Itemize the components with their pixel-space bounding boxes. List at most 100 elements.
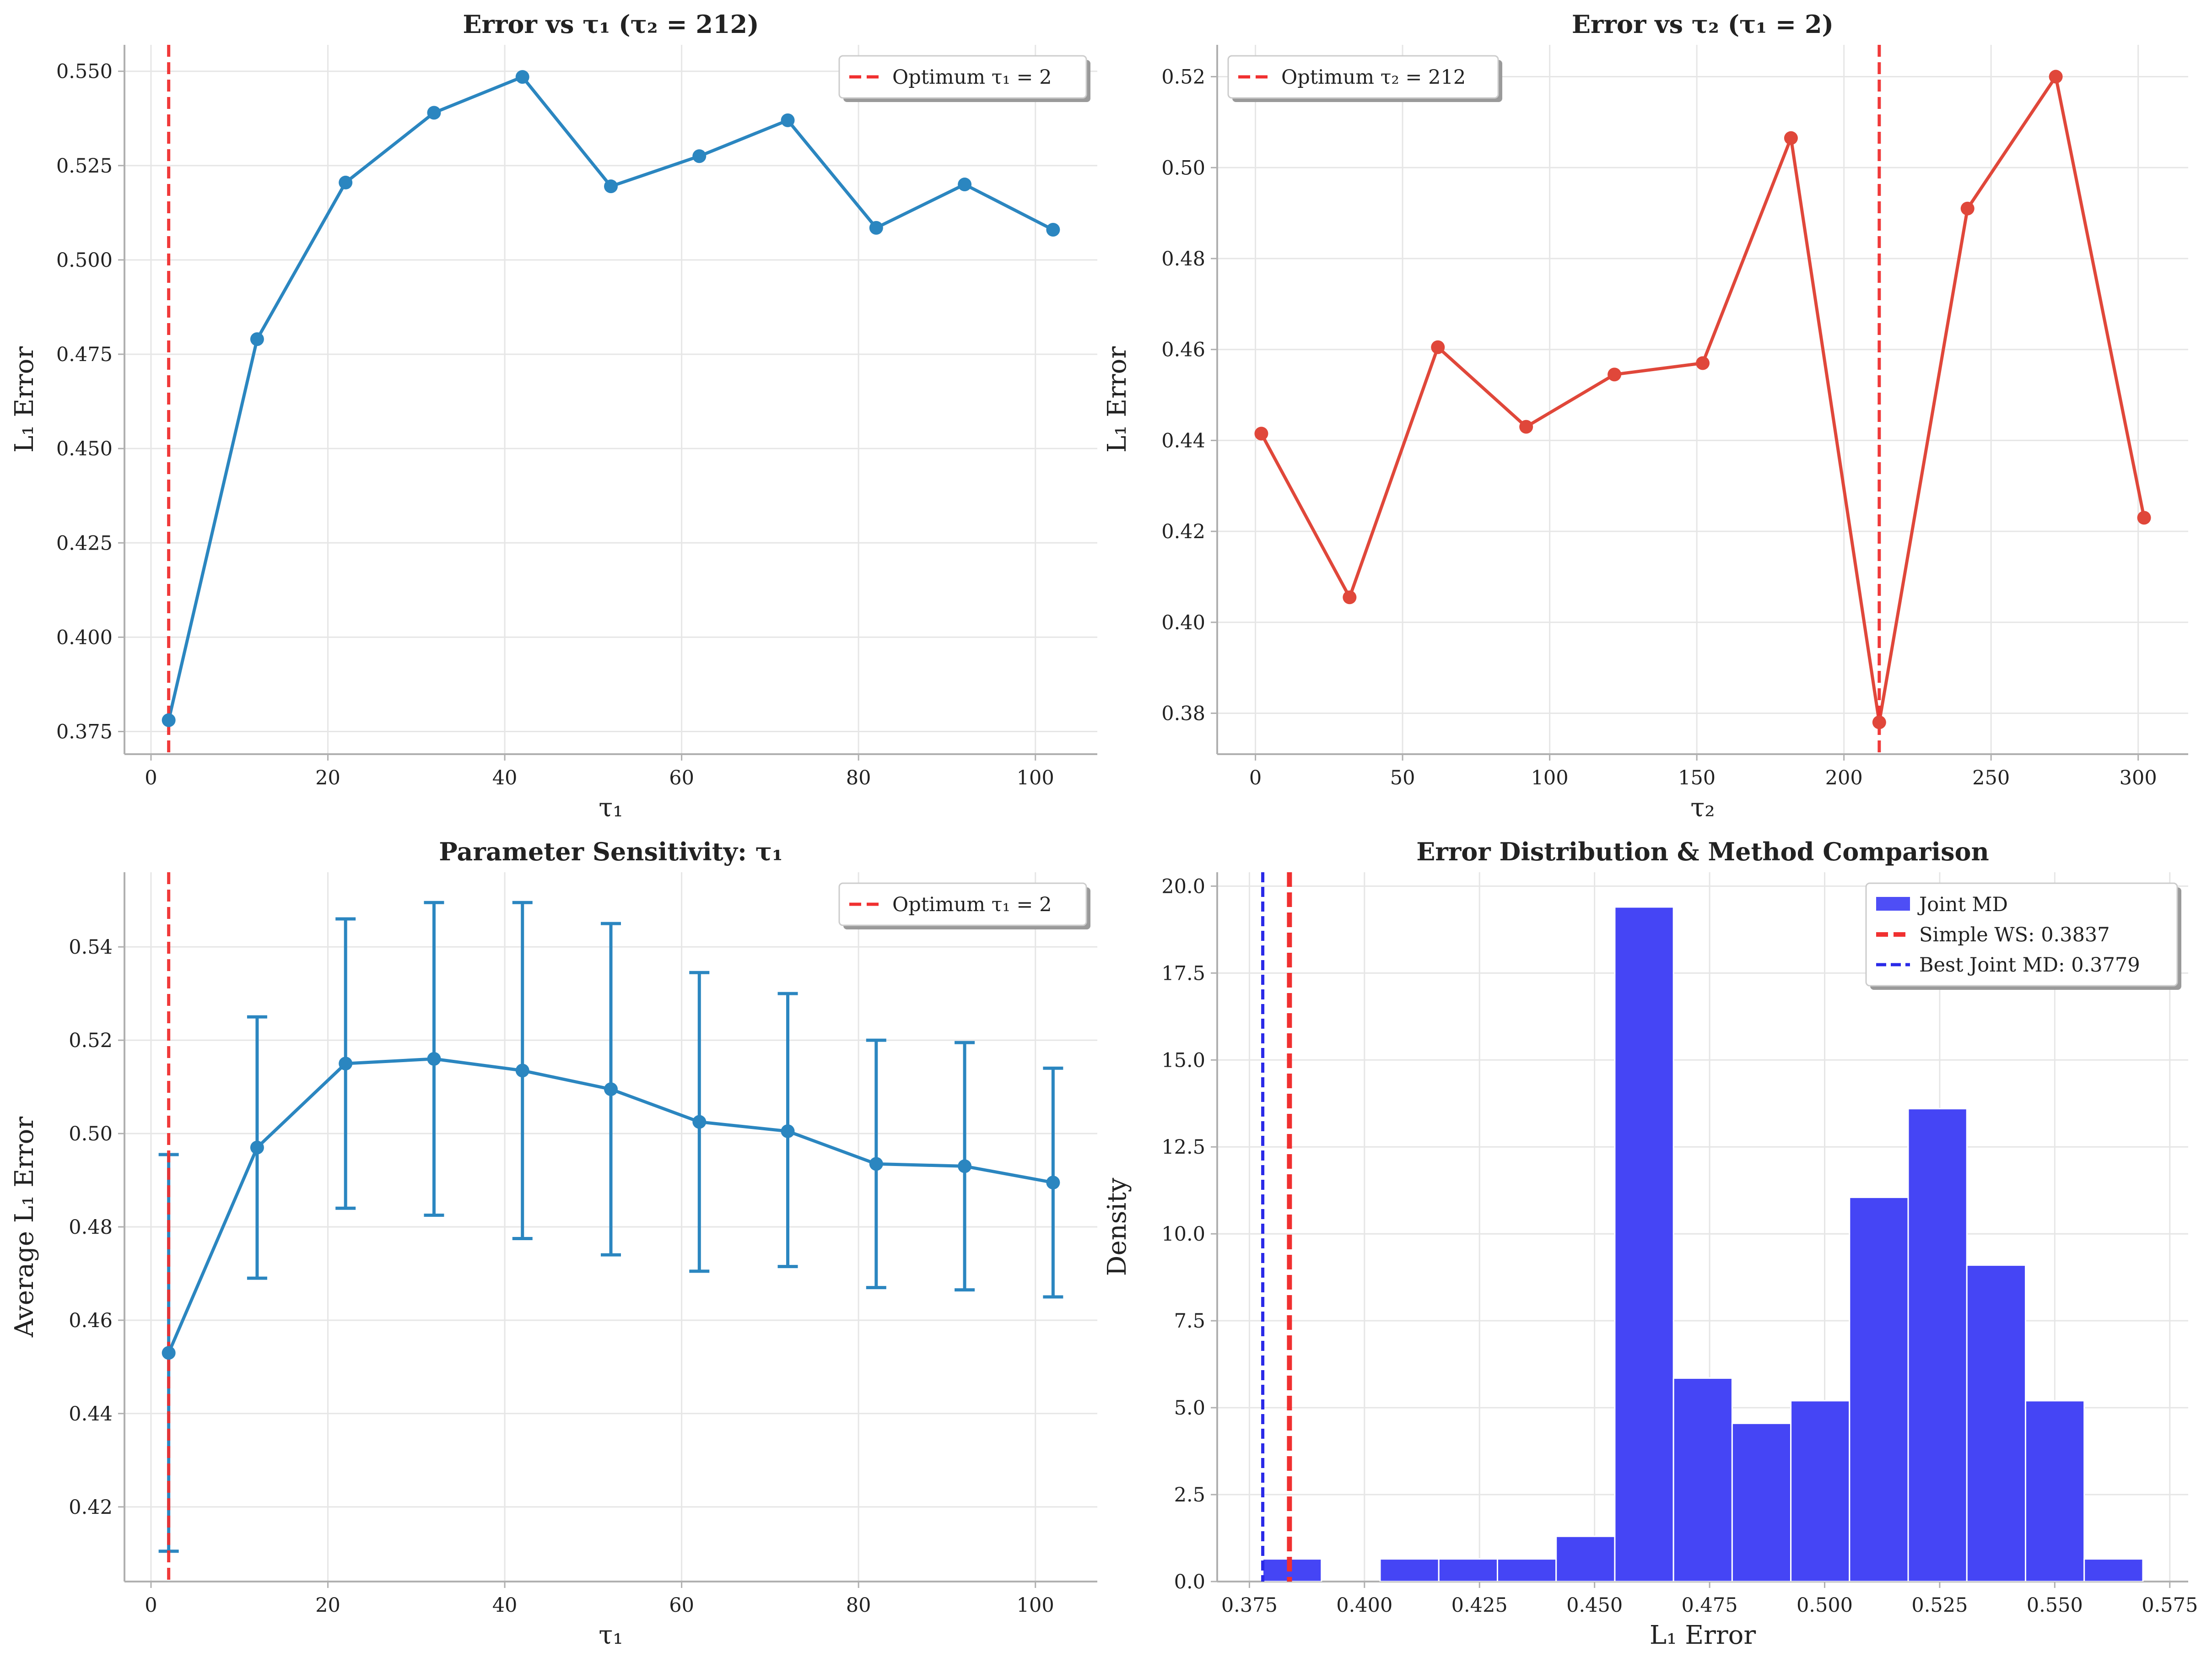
legend: Joint MD Simple WS: 0.3837 Best Joint MD: … xyxy=(1865,882,2181,990)
panel-tau2-error: 0 50 100 150 200 250 300 0.38 0.40 0.42 0.44 0.46 0.… xyxy=(1102,10,2188,823)
plot-area xyxy=(162,45,1060,754)
x-axis-label: τ₁ xyxy=(599,1620,623,1650)
y-tick-label: 0.52 xyxy=(1161,66,1205,89)
legend-label: Best Joint MD: 0.3779 xyxy=(1919,954,2140,977)
data-point xyxy=(869,1157,883,1171)
data-point xyxy=(2137,511,2151,525)
histogram-bar xyxy=(1849,1196,1909,1582)
data-point xyxy=(427,106,441,120)
x-tick-label: 0 xyxy=(145,1594,157,1617)
legend-label: Joint MD xyxy=(1917,893,2008,916)
histogram-bar xyxy=(2083,1558,2144,1582)
legend: Optimum τ₁ = 2 xyxy=(838,882,1090,929)
data-point xyxy=(162,713,176,727)
y-tick-label: 0.500 xyxy=(56,249,113,272)
x-axis-label: τ₁ xyxy=(599,793,623,823)
x-tick-label: 150 xyxy=(1678,767,1716,789)
x-tick-label: 40 xyxy=(492,767,518,789)
data-point xyxy=(604,179,618,194)
y-tick-label: 0.46 xyxy=(1161,339,1205,362)
panel-error-distribution: 0.375 0.400 0.425 0.450 0.475 0.500 0.525 0.550… xyxy=(1102,837,2198,1650)
data-point xyxy=(1046,1176,1060,1190)
data-point xyxy=(958,1159,972,1173)
data-point xyxy=(339,175,353,189)
histogram-bar xyxy=(1379,1558,1440,1582)
y-axis-label: L₁ Error xyxy=(1102,346,1132,453)
x-tick-label: 0.450 xyxy=(1566,1594,1623,1617)
y-tick-label: 15.0 xyxy=(1161,1049,1205,1072)
y-tick-label: 0.52 xyxy=(69,1029,113,1052)
data-point xyxy=(2049,70,2063,84)
chart-title: Parameter Sensitivity: τ₁ xyxy=(439,837,783,866)
histogram-bar xyxy=(1555,1535,1616,1582)
legend-label: Optimum τ₂ = 212 xyxy=(1281,66,1466,89)
histogram-bar xyxy=(1438,1558,1498,1582)
data-point xyxy=(427,1052,441,1066)
x-tick-label: 80 xyxy=(846,1594,871,1617)
x-tick-label: 20 xyxy=(315,767,340,789)
x-tick-label: 40 xyxy=(492,1594,518,1617)
data-point xyxy=(1696,356,1710,370)
data-point xyxy=(1431,340,1445,354)
data-point xyxy=(958,178,972,192)
histogram-bar xyxy=(1731,1422,1792,1582)
data-point xyxy=(1784,131,1798,145)
plot-area xyxy=(1254,45,2151,754)
y-tick-label: 0.525 xyxy=(56,155,113,178)
x-tick-label: 0 xyxy=(1249,767,1262,789)
y-tick-label: 5.0 xyxy=(1174,1397,1205,1420)
y-tick-label: 0.46 xyxy=(69,1309,113,1332)
y-tick-label: 0.425 xyxy=(56,532,113,555)
y-tick-label: 0.54 xyxy=(69,936,113,959)
plot-area xyxy=(158,872,1063,1582)
data-point xyxy=(692,1115,707,1129)
data-point xyxy=(781,1124,795,1138)
y-tick-label: 20.0 xyxy=(1161,875,1205,898)
x-tick-label: 200 xyxy=(1825,767,1863,789)
histogram-bar xyxy=(1966,1264,2026,1582)
legend-swatch xyxy=(1876,897,1910,911)
legend-label: Simple WS: 0.3837 xyxy=(1919,923,2110,946)
legend-label: Optimum τ₁ = 2 xyxy=(892,66,1052,89)
y-tick-label: 0.0 xyxy=(1174,1571,1205,1593)
x-tick-label: 0.375 xyxy=(1221,1594,1278,1617)
x-tick-label: 20 xyxy=(315,1594,340,1617)
x-tick-label: 0.425 xyxy=(1451,1594,1508,1617)
y-tick-label: 0.450 xyxy=(56,437,113,460)
data-point xyxy=(1343,590,1357,605)
data-point xyxy=(1960,201,1975,216)
histogram-bar xyxy=(2024,1400,2085,1582)
y-tick-label: 0.42 xyxy=(1161,520,1205,543)
x-tick-label: 80 xyxy=(846,767,871,789)
x-tick-label: 0.400 xyxy=(1336,1594,1392,1617)
x-tick-label: 60 xyxy=(669,767,694,789)
legend-box xyxy=(1227,55,1499,99)
legend-box xyxy=(1865,882,2178,987)
x-tick-label: 0.525 xyxy=(1911,1594,1968,1617)
data-point xyxy=(515,1064,529,1078)
data-point xyxy=(1254,427,1268,441)
y-tick-label: 7.5 xyxy=(1174,1310,1205,1333)
histogram-bar xyxy=(1614,906,1674,1582)
histogram-bar xyxy=(1262,1558,1322,1582)
y-axis-label: L₁ Error xyxy=(10,346,39,453)
data-point xyxy=(515,70,529,84)
y-tick-label: 10.0 xyxy=(1161,1223,1205,1246)
data-point xyxy=(1519,420,1533,434)
y-tick-label: 0.44 xyxy=(1161,429,1205,452)
x-tick-label: 250 xyxy=(1972,767,2010,789)
y-axis-label: Density xyxy=(1102,1177,1132,1276)
data-point xyxy=(1046,222,1060,237)
x-axis-label: L₁ Error xyxy=(1650,1620,1756,1650)
y-tick-label: 0.550 xyxy=(56,60,113,83)
histogram-bar xyxy=(1907,1108,1968,1582)
data-point xyxy=(692,149,707,163)
y-tick-label: 12.5 xyxy=(1161,1136,1205,1159)
y-tick-label: 17.5 xyxy=(1161,962,1205,985)
y-tick-label: 0.50 xyxy=(1161,157,1205,179)
x-tick-label: 100 xyxy=(1531,767,1569,789)
chart-title: Error vs τ₂ (τ₁ = 2) xyxy=(1572,10,1834,39)
legend: Optimum τ₂ = 212 xyxy=(1227,55,1502,102)
y-tick-label: 0.400 xyxy=(56,626,113,649)
